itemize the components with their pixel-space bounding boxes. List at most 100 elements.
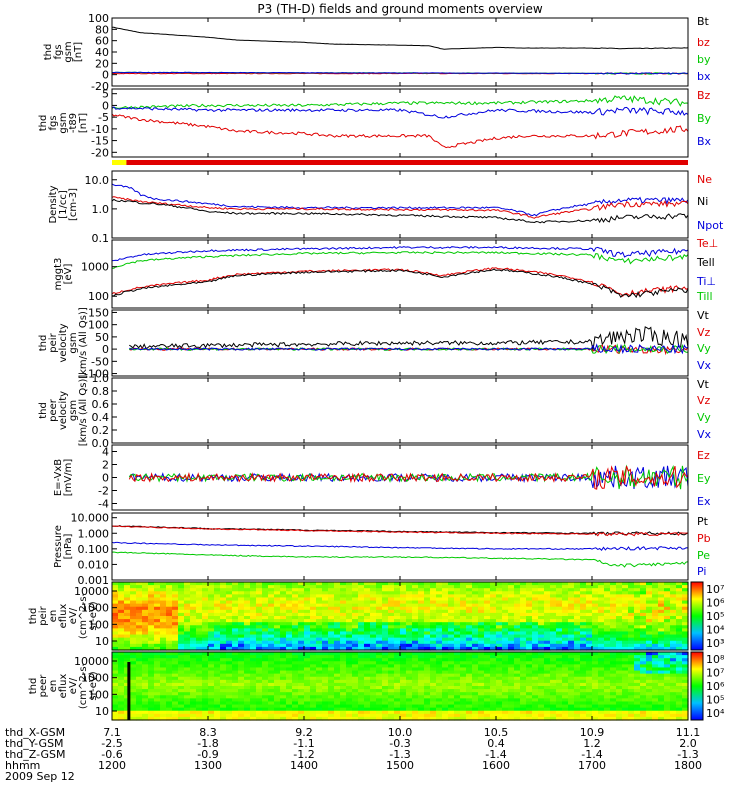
spectrogram-cell	[154, 603, 161, 608]
spectrogram-cell	[574, 673, 581, 678]
spectrogram-cell	[364, 594, 371, 599]
spectrogram-cell	[490, 640, 497, 645]
spectrogram-cell	[484, 646, 491, 651]
spectrogram-cell	[592, 689, 599, 693]
spectrogram-cell	[676, 594, 683, 599]
spectrogram-cell	[388, 664, 395, 669]
spectrogram-cell	[664, 670, 671, 675]
spectrogram-cell	[142, 603, 149, 608]
spectrogram-cell	[202, 707, 209, 712]
spectrogram-cell	[226, 585, 233, 589]
spectrogram-cell	[298, 643, 305, 648]
spectrogram-cell	[454, 600, 461, 605]
spectrogram-cell	[310, 612, 317, 617]
spectrogram-cell	[172, 591, 179, 595]
spectrogram-cell	[598, 634, 605, 639]
spectrogram-cell	[490, 609, 497, 614]
spectrogram-cell	[556, 640, 563, 645]
spectrogram-cell	[478, 667, 485, 672]
spectrogram-cell	[124, 622, 131, 626]
spectrogram-cell	[304, 710, 311, 715]
panel-frame	[111, 512, 689, 581]
spectrogram-cell	[532, 701, 539, 706]
spectrogram-cell	[202, 643, 209, 648]
spectrogram-cell	[520, 585, 527, 589]
spectrogram-cell	[118, 704, 125, 709]
spectrogram-cell	[256, 658, 263, 662]
spectrogram-cell	[562, 619, 569, 623]
spectrogram-cell	[346, 606, 353, 611]
spectrogram-cell	[406, 622, 413, 626]
spectrogram-cell	[592, 637, 599, 642]
spectrogram-cell	[274, 682, 281, 687]
spectrogram-cell	[478, 600, 485, 605]
spectrogram-cell	[622, 606, 629, 611]
spectrogram-cell	[238, 670, 245, 675]
legend-entry: By	[697, 112, 712, 125]
spectrogram-cell	[322, 679, 329, 684]
spectrogram-cell	[358, 597, 365, 602]
spectrogram-cell	[592, 582, 599, 586]
spectrogram-cell	[604, 603, 611, 608]
legend-entry: Ey	[697, 472, 711, 485]
spectrogram-cell	[424, 655, 431, 659]
spectrogram-cell	[658, 594, 665, 599]
spectrogram-cell	[670, 634, 677, 639]
spectrogram-cell	[490, 631, 497, 636]
spectrogram-cell	[364, 619, 371, 623]
spectrogram-cell	[142, 692, 149, 696]
x-axis-tick-label: 9.2	[295, 726, 313, 739]
spectrogram-cell	[304, 643, 311, 648]
spectrogram-cell	[388, 646, 395, 651]
spectrogram-cell	[226, 612, 233, 617]
spectrogram-cell	[664, 710, 671, 715]
spectrogram-cell	[478, 585, 485, 589]
spectrogram-cell	[226, 658, 233, 662]
spectrogram-cell	[472, 585, 479, 589]
spectrogram-cell	[658, 631, 665, 636]
spectrogram-cell	[238, 640, 245, 645]
spectrogram-cell	[580, 679, 587, 684]
spectrogram-cell	[484, 594, 491, 599]
spectrogram-cell	[226, 600, 233, 605]
spectrogram-cell	[610, 606, 617, 611]
spectrogram-cell	[670, 698, 677, 703]
spectrogram-cell	[454, 619, 461, 623]
spectrogram-cell	[490, 679, 497, 684]
spectrogram-cell	[160, 667, 167, 672]
spectrogram-cell	[478, 628, 485, 633]
spectrogram-cell	[124, 597, 131, 602]
spectrogram-cell	[466, 634, 473, 639]
spectrogram-cell	[148, 698, 155, 703]
spectrogram-cell	[406, 707, 413, 712]
spectrogram-cell	[346, 600, 353, 605]
spectrogram-cell	[682, 616, 689, 620]
spectrogram-cell	[610, 609, 617, 614]
spectrogram-cell	[436, 582, 443, 586]
spectrogram-cell	[400, 692, 407, 696]
spectrogram-cell	[340, 682, 347, 687]
spectrogram-cell	[286, 670, 293, 675]
spectrogram-cell	[586, 619, 593, 623]
spectrogram-cell	[490, 676, 497, 681]
spectrogram-cell	[178, 692, 185, 696]
spectrogram-cell	[520, 591, 527, 595]
spectrogram-cell	[418, 679, 425, 684]
spectrogram-cell	[652, 591, 659, 595]
spectrogram-cell	[436, 652, 443, 656]
spectrogram-cell	[604, 585, 611, 589]
spectrogram-cell	[154, 652, 161, 656]
spectrogram-cell	[682, 667, 689, 672]
spectrogram-cell	[340, 658, 347, 662]
spectrogram-cell	[286, 698, 293, 703]
spectrogram-cell	[352, 606, 359, 611]
spectrogram-cell	[394, 692, 401, 696]
spectrogram-cell	[628, 679, 635, 684]
spectrogram-cell	[148, 658, 155, 662]
spectrogram-cell	[334, 609, 341, 614]
spectrogram-cell	[646, 689, 653, 693]
spectrogram-cell	[616, 689, 623, 693]
spectrogram-cell	[172, 594, 179, 599]
spectrogram-cell	[382, 619, 389, 623]
spectrogram-cell	[454, 704, 461, 709]
